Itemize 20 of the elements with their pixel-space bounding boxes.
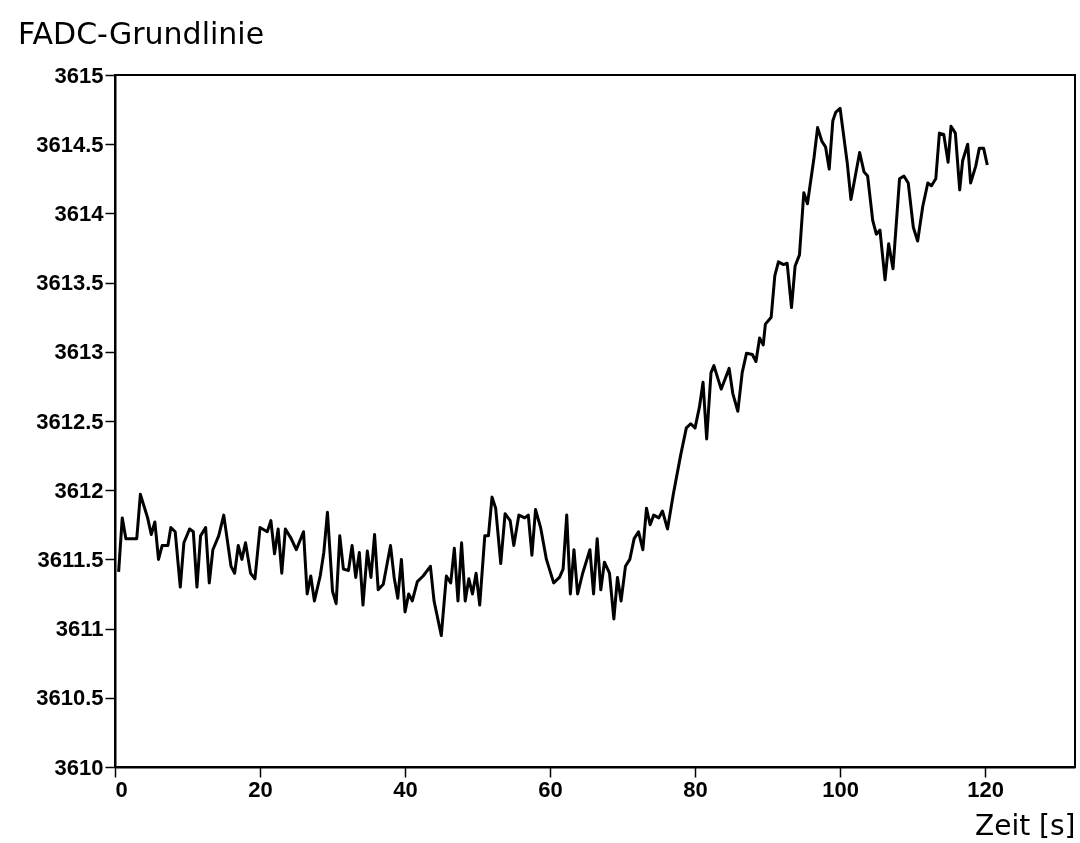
y-tick-label: 3611.5: [37, 546, 104, 572]
x-axis-title: Zeit [s]: [974, 808, 1076, 842]
y-tick-label: 3613.5: [36, 270, 104, 296]
y-tick-label: 3611: [55, 616, 104, 642]
x-tick-label: 100: [822, 776, 859, 802]
x-tick-label: 80: [683, 776, 708, 802]
x-tick-label: 0: [115, 776, 128, 802]
y-tick-label: 3614: [54, 200, 105, 226]
y-tick-label: 3610: [54, 754, 104, 780]
y-tick-label: 3610.5: [36, 685, 104, 711]
y-tick-label: 3614.5: [36, 131, 104, 157]
x-tick-label: 40: [393, 776, 418, 802]
chart-title: FADC-Grundlinie: [18, 16, 265, 51]
x-tick-label: 60: [538, 776, 563, 802]
y-tick-label: 3612.5: [36, 408, 104, 434]
x-tick-label: 20: [248, 776, 273, 802]
y-tick-label: 3615: [54, 62, 104, 88]
y-tick-label: 3612: [54, 477, 104, 503]
x-tick-label: 120: [967, 776, 1004, 802]
y-tick-label: 3613: [54, 339, 104, 365]
